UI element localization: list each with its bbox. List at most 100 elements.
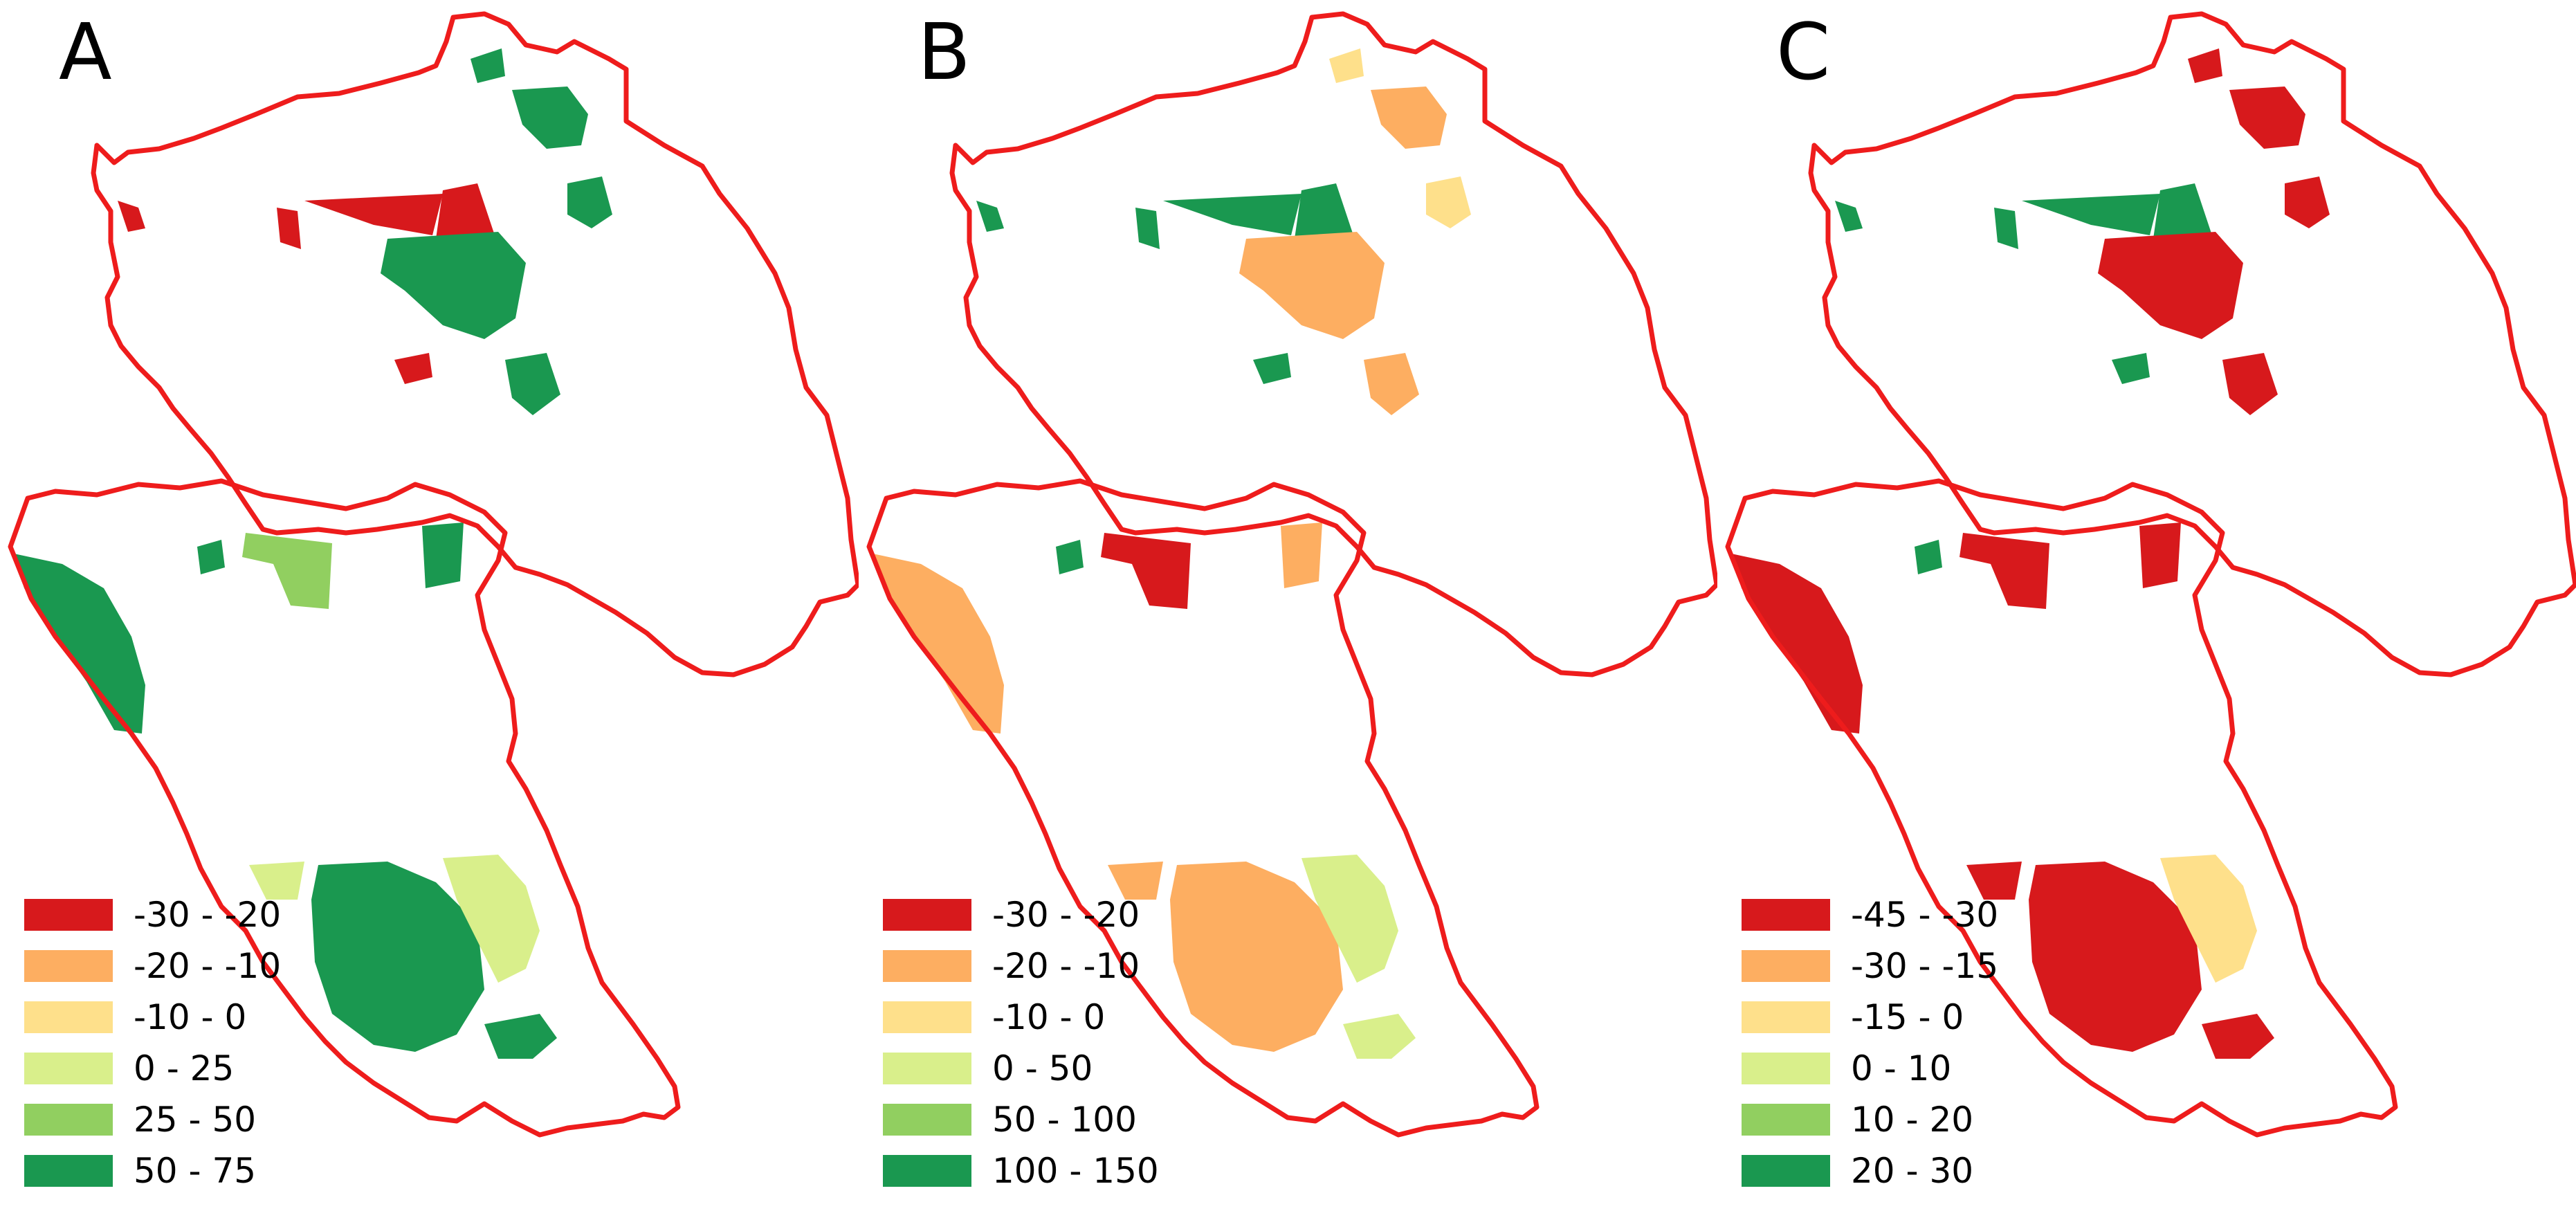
land-parcel-p16 bbox=[249, 862, 304, 900]
legend-swatch bbox=[883, 899, 971, 931]
legend-label: -45 - -30 bbox=[1851, 895, 1999, 935]
panel-letter: B bbox=[917, 8, 971, 98]
panel-a: A -30 - -20 -20 - -10 -10 - 0 0 - 25 25 … bbox=[0, 0, 859, 1220]
legend-swatch bbox=[24, 1053, 113, 1084]
land-parcel-p17 bbox=[1056, 540, 1084, 574]
land-parcel-p8 bbox=[118, 201, 145, 232]
legend: -30 - -20 -20 - -10 -10 - 0 0 - 50 50 - … bbox=[883, 889, 1159, 1196]
south-boundary bbox=[866, 478, 1540, 1138]
legend-label: 50 - 75 bbox=[134, 1151, 257, 1191]
map-a bbox=[8, 11, 859, 1138]
north-boundary bbox=[91, 11, 859, 677]
legend-swatch bbox=[24, 1001, 113, 1033]
legend: -45 - -30 -30 - -15 -15 - 0 0 - 10 10 - … bbox=[1742, 889, 1998, 1196]
legend-item: -20 - -10 bbox=[24, 940, 281, 992]
legend-item: 0 - 10 bbox=[1742, 1043, 1998, 1094]
land-parcel-p17 bbox=[197, 540, 225, 574]
land-parcel-p18 bbox=[2202, 1014, 2274, 1059]
land-parcel-p14 bbox=[1170, 862, 1343, 1052]
land-parcel-p3 bbox=[1426, 176, 1471, 228]
panel-letter: A bbox=[59, 8, 112, 98]
land-parcel-p1 bbox=[471, 48, 505, 83]
land-parcel-p18 bbox=[484, 1014, 557, 1059]
legend-item: 20 - 30 bbox=[1742, 1145, 1998, 1196]
land-parcel-p18 bbox=[1343, 1014, 1416, 1059]
legend-item: -15 - 0 bbox=[1742, 992, 1998, 1043]
legend-label: -30 - -20 bbox=[134, 895, 282, 935]
panel-c: C -45 - -30 -30 - -15 -15 - 0 0 - 10 10 … bbox=[1717, 0, 2576, 1220]
land-parcel-p1 bbox=[1329, 48, 1364, 83]
panel-letter: C bbox=[1776, 8, 1831, 98]
legend-label: 0 - 50 bbox=[992, 1048, 1093, 1089]
legend-label: 20 - 30 bbox=[1851, 1151, 1974, 1191]
north-boundary bbox=[949, 11, 1717, 677]
land-parcel-p16 bbox=[1966, 862, 2022, 900]
legend-item: -30 - -20 bbox=[883, 889, 1159, 940]
legend-swatch bbox=[24, 950, 113, 982]
legend-label: -30 - -20 bbox=[992, 895, 1140, 935]
land-parcel-p4 bbox=[304, 194, 443, 235]
land-parcel-p3 bbox=[567, 176, 612, 228]
legend-label: 25 - 50 bbox=[134, 1100, 257, 1140]
north-boundary bbox=[1808, 11, 2576, 677]
land-parcel-p4 bbox=[2022, 194, 2160, 235]
legend-item: 0 - 50 bbox=[883, 1043, 1159, 1094]
land-parcel-p7 bbox=[1994, 208, 2018, 249]
land-parcel-p15 bbox=[2160, 855, 2257, 983]
land-parcel-p5 bbox=[2153, 183, 2212, 239]
legend-item: -30 - -15 bbox=[1742, 940, 1998, 992]
legend-swatch bbox=[24, 1155, 113, 1187]
land-parcel-p14 bbox=[2029, 862, 2202, 1052]
land-parcel-p16 bbox=[1108, 862, 1163, 900]
legend-item: 25 - 50 bbox=[24, 1094, 281, 1145]
land-parcel-p11 bbox=[1960, 533, 2049, 609]
legend-swatch bbox=[1742, 950, 1830, 982]
land-parcel-p6 bbox=[381, 232, 526, 339]
legend-label: 0 - 25 bbox=[134, 1048, 235, 1089]
legend-item: -20 - -10 bbox=[883, 940, 1159, 992]
land-parcel-p10 bbox=[1253, 353, 1291, 384]
legend-label: 10 - 20 bbox=[1851, 1100, 1974, 1140]
legend-label: -30 - -15 bbox=[1851, 946, 1999, 986]
land-parcel-p12 bbox=[14, 554, 145, 734]
land-parcel-p2 bbox=[1371, 87, 1447, 149]
legend-swatch bbox=[1742, 1155, 1830, 1187]
land-parcel-p9 bbox=[505, 353, 560, 415]
legend-label: 50 - 100 bbox=[992, 1100, 1137, 1140]
land-parcel-p13 bbox=[1281, 522, 1322, 588]
land-parcel-p11 bbox=[1101, 533, 1191, 609]
land-parcel-p9 bbox=[1364, 353, 1419, 415]
land-parcel-p10 bbox=[2112, 353, 2150, 384]
map-b bbox=[866, 11, 1717, 1138]
land-parcel-p13 bbox=[422, 522, 464, 588]
south-boundary bbox=[8, 478, 681, 1138]
land-parcel-p2 bbox=[512, 87, 588, 149]
land-parcel-p11 bbox=[242, 533, 332, 609]
legend-label: -20 - -10 bbox=[992, 946, 1140, 986]
land-parcel-p15 bbox=[443, 855, 540, 983]
legend-label: -10 - 0 bbox=[992, 997, 1106, 1037]
legend-item: -10 - 0 bbox=[883, 992, 1159, 1043]
land-parcel-p7 bbox=[277, 208, 301, 249]
land-parcel-p6 bbox=[2098, 232, 2243, 339]
legend-swatch bbox=[883, 1155, 971, 1187]
legend-item: -30 - -20 bbox=[24, 889, 281, 940]
legend-item: 0 - 25 bbox=[24, 1043, 281, 1094]
land-parcel-p4 bbox=[1163, 194, 1301, 235]
land-parcel-p3 bbox=[2285, 176, 2330, 228]
legend-item: 100 - 150 bbox=[883, 1145, 1159, 1196]
legend-item: 50 - 75 bbox=[24, 1145, 281, 1196]
map-c bbox=[1725, 11, 2576, 1138]
land-parcel-p6 bbox=[1239, 232, 1385, 339]
land-parcel-p9 bbox=[2222, 353, 2278, 415]
legend-item: -10 - 0 bbox=[24, 992, 281, 1043]
land-parcel-p15 bbox=[1301, 855, 1398, 983]
legend-swatch bbox=[883, 1053, 971, 1084]
land-parcel-p12 bbox=[873, 554, 1004, 734]
legend-swatch bbox=[1742, 1104, 1830, 1136]
legend-swatch bbox=[883, 950, 971, 982]
land-parcel-p17 bbox=[1915, 540, 1942, 574]
south-boundary bbox=[1725, 478, 2398, 1138]
legend-swatch bbox=[1742, 1053, 1830, 1084]
land-parcel-p10 bbox=[394, 353, 432, 384]
